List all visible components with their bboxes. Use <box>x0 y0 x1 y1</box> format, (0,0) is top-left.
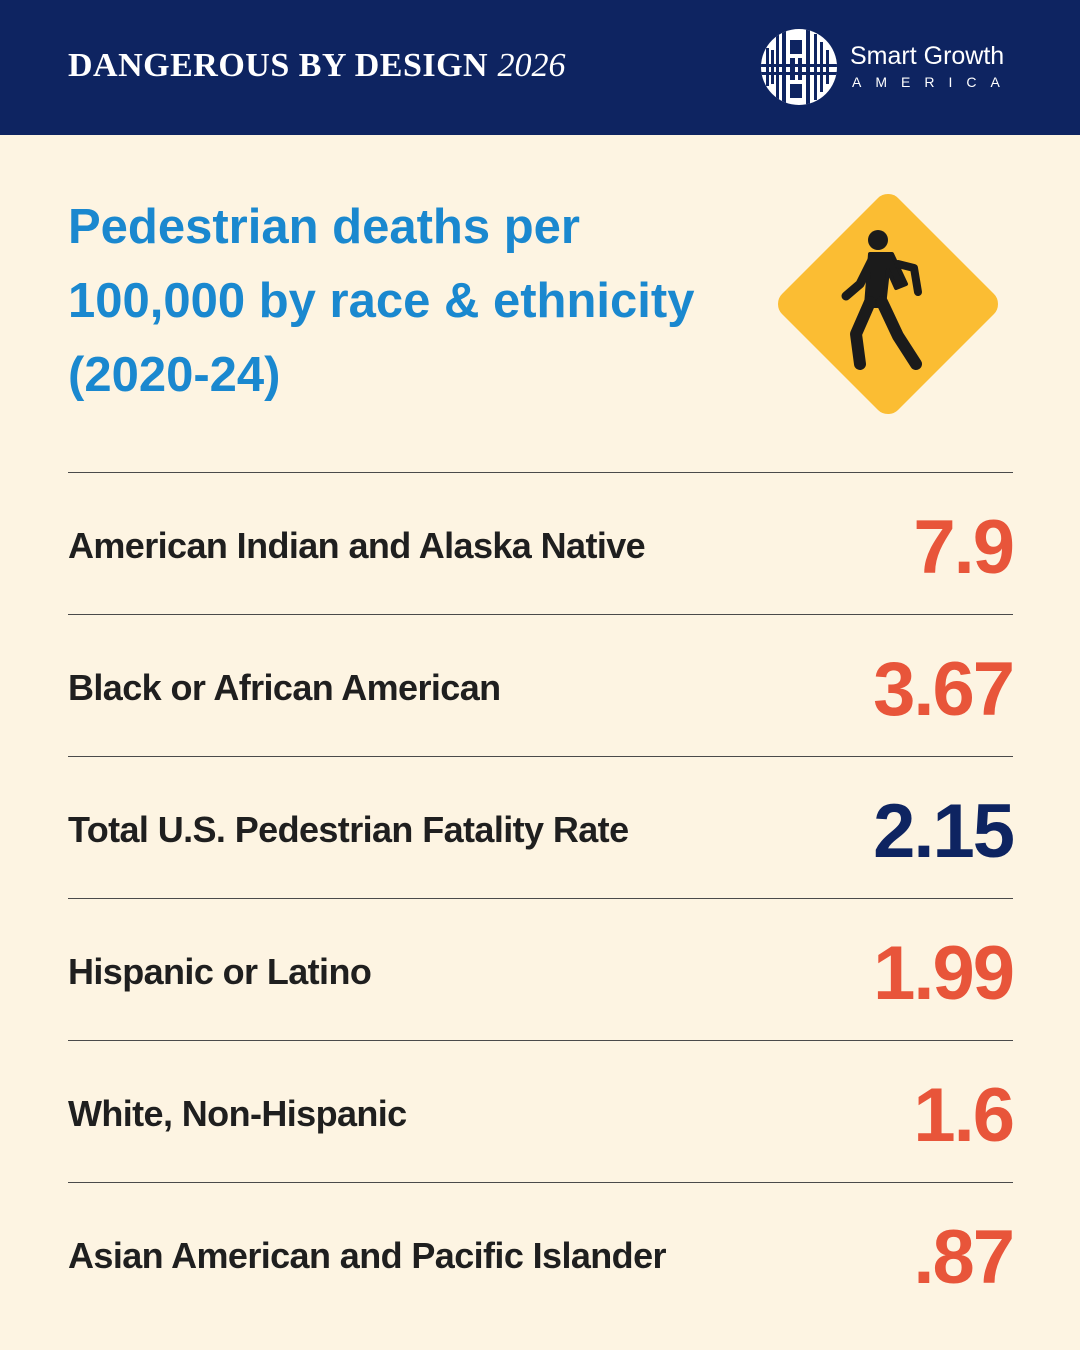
table-row: White, Non-Hispanic 1.6 <box>68 1040 1015 1182</box>
row-value: 2.15 <box>873 789 1015 874</box>
logo-name: Smart Growth <box>850 42 1005 70</box>
pedestrian-crossing-sign-icon <box>778 194 998 414</box>
row-value: .87 <box>913 1215 1015 1300</box>
logo-subtitle: AMERICA <box>852 74 1014 90</box>
table-row: American Indian and Alaska Native 7.9 <box>68 472 1015 614</box>
table-row: Hispanic or Latino 1.99 <box>68 898 1015 1040</box>
row-label: White, Non-Hispanic <box>68 1093 407 1134</box>
table-row: Black or African American 3.67 <box>68 614 1015 756</box>
row-value: 3.67 <box>873 647 1015 732</box>
table-row: Asian American and Pacific Islander .87 <box>68 1182 1015 1324</box>
header-bar: DANGEROUS BY DESIGN 2026 Smart Growth AM… <box>0 0 1080 135</box>
grid-logo-icon <box>761 29 837 105</box>
row-value: 1.99 <box>873 931 1015 1016</box>
table-row: Total U.S. Pedestrian Fatality Rate 2.15 <box>68 756 1015 898</box>
row-label: Asian American and Pacific Islander <box>68 1235 667 1276</box>
row-label: American Indian and Alaska Native <box>68 525 646 566</box>
row-value: 1.6 <box>913 1073 1015 1158</box>
report-title-main: DANGEROUS BY DESIGN <box>68 47 489 84</box>
data-table: American Indian and Alaska Native 7.9 Blac… <box>68 472 1015 1324</box>
chart-title: Pedestrian deaths per 100,000 by race & … <box>68 200 695 402</box>
report-title-year: 2026 <box>497 47 566 84</box>
row-label: Black or African American <box>68 667 501 708</box>
row-value: 7.9 <box>913 505 1015 590</box>
row-label: Hispanic or Latino <box>68 951 372 992</box>
report-title: DANGEROUS BY DESIGN 2026 <box>68 46 566 85</box>
row-label: Total U.S. Pedestrian Fatality Rate <box>68 809 629 850</box>
